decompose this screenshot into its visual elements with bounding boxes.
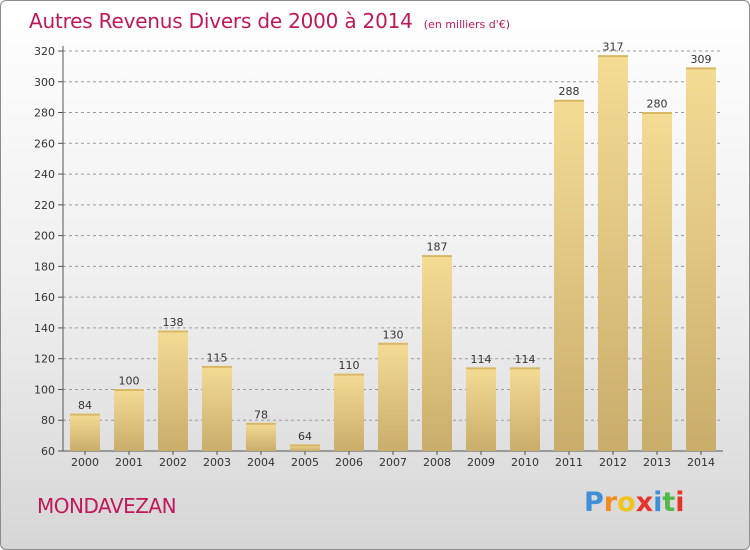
- bar: [70, 414, 100, 451]
- bar: [466, 367, 496, 451]
- y-tick-label: 180: [34, 260, 55, 273]
- x-tick-label: 2013: [643, 456, 671, 469]
- data-label: 114: [471, 353, 492, 366]
- data-label: 138: [163, 316, 184, 329]
- y-tick-label: 300: [34, 76, 55, 89]
- y-tick-label: 80: [41, 414, 55, 427]
- y-tick-label: 280: [34, 107, 55, 120]
- y-tick-label: 220: [34, 199, 55, 212]
- logo-letter: t: [662, 487, 676, 518]
- proxiti-logo: Proxiti: [584, 487, 685, 518]
- bar: [378, 343, 408, 451]
- data-label: 130: [383, 328, 404, 341]
- logo-letter: P: [584, 487, 604, 518]
- x-tick-label: 2007: [379, 456, 407, 469]
- logo-letter: r: [603, 487, 618, 518]
- logo-letter: i: [675, 487, 685, 518]
- y-tick-label: 320: [34, 45, 55, 58]
- x-tick-label: 2010: [511, 456, 539, 469]
- bar: [554, 100, 584, 451]
- x-tick-label: 2005: [291, 456, 319, 469]
- y-tick-label: 260: [34, 137, 55, 150]
- logo-letter: x: [635, 487, 654, 518]
- y-tick-label: 120: [34, 353, 55, 366]
- logo-letter: o: [617, 487, 636, 518]
- chart-title: Autres Revenus Divers de 2000 à 2014: [29, 9, 413, 33]
- x-tick-label: 2004: [247, 456, 275, 469]
- data-label: 100: [119, 374, 140, 387]
- x-tick-label: 2014: [687, 456, 715, 469]
- y-tick-label: 60: [41, 445, 55, 458]
- y-tick-label: 200: [34, 230, 55, 243]
- data-label: 309: [691, 53, 712, 66]
- data-label: 64: [298, 430, 312, 443]
- bar: [202, 366, 232, 451]
- data-label: 78: [254, 408, 268, 421]
- data-label: 115: [207, 351, 228, 364]
- chart-unit: (en milliers d'€): [423, 18, 511, 31]
- x-tick-label: 2008: [423, 456, 451, 469]
- title-block: Autres Revenus Divers de 2000 à 2014 (en…: [29, 9, 510, 33]
- x-tick-label: 2009: [467, 456, 495, 469]
- bar: [290, 444, 320, 451]
- bar: [642, 112, 672, 452]
- data-label: 187: [427, 241, 448, 254]
- data-label: 84: [78, 399, 92, 412]
- data-label: 110: [339, 359, 360, 372]
- bar: [598, 55, 628, 451]
- x-tick-label: 2003: [203, 456, 231, 469]
- logo-letter: i: [653, 487, 663, 518]
- x-tick-label: 2000: [71, 456, 99, 469]
- data-label: 280: [647, 98, 668, 111]
- x-tick-label: 2012: [599, 456, 627, 469]
- x-tick-label: 2001: [115, 456, 143, 469]
- x-tick-label: 2006: [335, 456, 363, 469]
- data-label: 288: [559, 85, 580, 98]
- data-label: 114: [515, 353, 536, 366]
- bar: [422, 255, 452, 451]
- y-tick-label: 240: [34, 168, 55, 181]
- data-label: 317: [603, 41, 624, 54]
- bar: [158, 331, 188, 451]
- x-tick-label: 2002: [159, 456, 187, 469]
- bar: [510, 367, 540, 451]
- y-tick-label: 160: [34, 291, 55, 304]
- y-tick-label: 100: [34, 383, 55, 396]
- bar: [334, 374, 364, 451]
- bar: [686, 67, 716, 451]
- location-name: MONDAVEZAN: [37, 494, 177, 518]
- x-tick-label: 2011: [555, 456, 583, 469]
- y-tick-label: 140: [34, 322, 55, 335]
- bar: [114, 389, 144, 451]
- bar: [246, 423, 276, 451]
